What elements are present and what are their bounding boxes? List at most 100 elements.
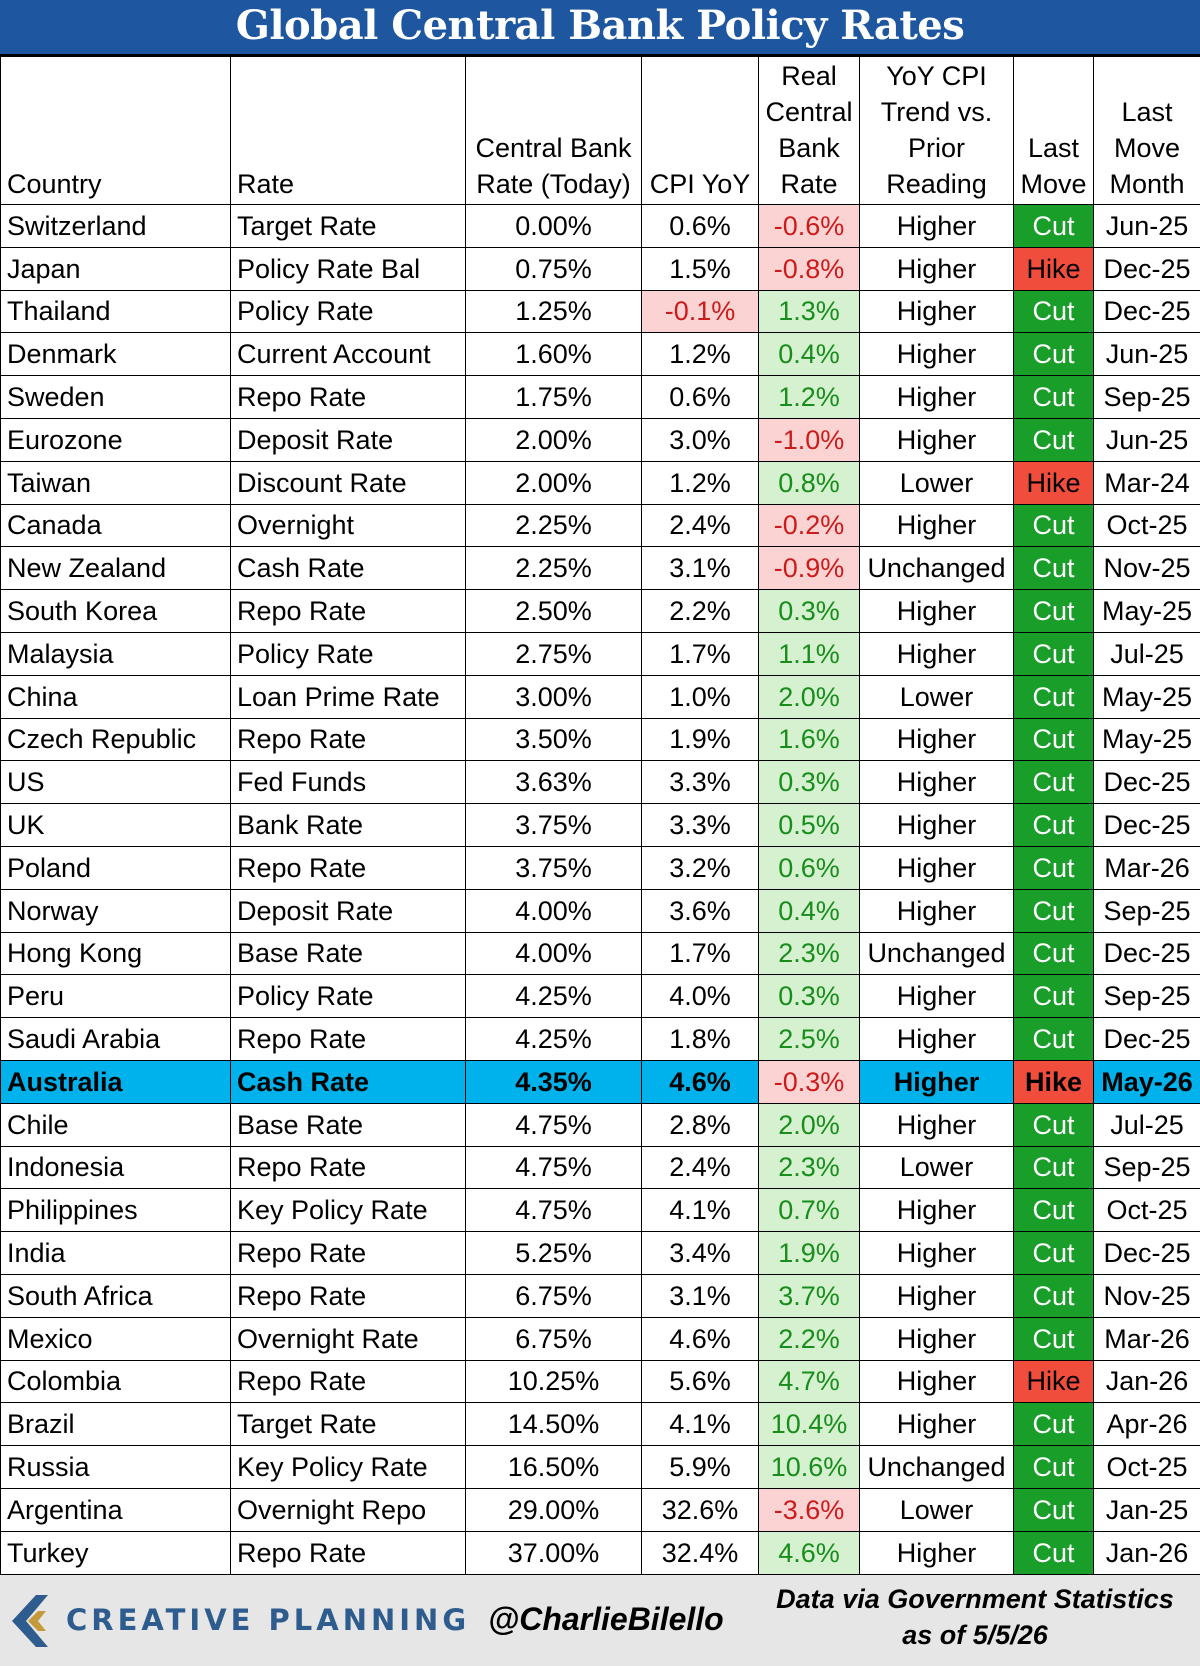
rate-name-cell: Bank Rate bbox=[230, 803, 466, 847]
country-cell: South Africa bbox=[0, 1273, 231, 1318]
last-move-cell: Cut bbox=[1013, 931, 1094, 976]
last-move-month-cell: May-25 bbox=[1093, 717, 1200, 762]
table-row: Australia Cash Rate 4.35% 4.6% -0.3% Higher Hi… bbox=[0, 1059, 1200, 1104]
cpi-yoy-cell: 4.6% bbox=[641, 1059, 759, 1104]
rate-name-cell: Current Account bbox=[230, 332, 466, 377]
country-cell: Eurozone bbox=[0, 417, 231, 462]
cpi-trend-cell: Higher bbox=[859, 417, 1014, 462]
central-bank-rate-cell: 2.25% bbox=[465, 503, 642, 548]
cpi-yoy-cell: 1.9% bbox=[641, 717, 759, 762]
table-row: Philippines Key Policy Rate 4.75% 4.1% 0.7% H… bbox=[0, 1188, 1200, 1233]
country-cell: Norway bbox=[0, 888, 231, 933]
table-row: Japan Policy Rate Bal 0.75% 1.5% -0.8% Higher… bbox=[0, 246, 1200, 291]
table-row: Sweden Repo Rate 1.75% 0.6% 1.2% Higher Cut Sep… bbox=[0, 375, 1200, 419]
last-move-cell: Cut bbox=[1013, 1017, 1094, 1061]
last-move-month-cell: Dec-25 bbox=[1093, 803, 1200, 847]
real-rate-cell: 0.4% bbox=[758, 332, 860, 377]
country-cell: Australia bbox=[0, 1059, 231, 1104]
real-rate-cell: 0.8% bbox=[758, 460, 860, 505]
cpi-trend-cell: Higher bbox=[859, 760, 1014, 805]
rate-name-cell: Policy Rate Bal bbox=[230, 246, 466, 291]
real-rate-cell: 2.3% bbox=[758, 1145, 860, 1190]
footer: CREATIVE PLANNING @CharlieBilello Data v… bbox=[0, 1574, 1200, 1666]
central-bank-rate-cell: 4.25% bbox=[465, 1017, 642, 1061]
last-move-cell: Cut bbox=[1013, 1145, 1094, 1190]
table-row: Norway Deposit Rate 4.00% 3.6% 0.4% Higher Cut… bbox=[0, 888, 1200, 933]
rate-name-cell: Repo Rate bbox=[230, 1359, 466, 1404]
rate-name-cell: Target Rate bbox=[230, 1402, 466, 1447]
last-move-month-cell: Dec-25 bbox=[1093, 289, 1200, 334]
last-move-month-cell: May-25 bbox=[1093, 674, 1200, 719]
country-cell: Taiwan bbox=[0, 460, 231, 505]
source-line-1: Data via Government Statistics bbox=[776, 1584, 1174, 1614]
last-move-cell: Cut bbox=[1013, 1316, 1094, 1361]
last-move-cell: Cut bbox=[1013, 674, 1094, 719]
cpi-trend-cell: Lower bbox=[859, 674, 1014, 719]
last-move-month-cell: Oct-25 bbox=[1093, 503, 1200, 548]
last-move-month-cell: Dec-25 bbox=[1093, 1231, 1200, 1275]
real-rate-cell: 0.6% bbox=[758, 845, 860, 890]
rate-name-cell: Overnight Repo bbox=[230, 1487, 466, 1532]
table-row: Canada Overnight 2.25% 2.4% -0.2% Higher Cut Oc… bbox=[0, 503, 1200, 548]
rate-name-cell: Repo Rate bbox=[230, 845, 466, 890]
central-bank-rate-cell: 4.75% bbox=[465, 1188, 642, 1233]
rate-name-cell: Base Rate bbox=[230, 931, 466, 976]
real-rate-cell: 10.6% bbox=[758, 1445, 860, 1489]
last-move-cell: Cut bbox=[1013, 589, 1094, 633]
table-row: Poland Repo Rate 3.75% 3.2% 0.6% Higher Cut Mar… bbox=[0, 845, 1200, 890]
central-bank-rate-cell: 4.75% bbox=[465, 1102, 642, 1147]
country-cell: Japan bbox=[0, 246, 231, 291]
cpi-trend-cell: Unchanged bbox=[859, 1445, 1014, 1489]
last-move-month-cell: Oct-25 bbox=[1093, 1188, 1200, 1233]
table-row: India Repo Rate 5.25% 3.4% 1.9% Higher Cut Dec-… bbox=[0, 1231, 1200, 1275]
rate-name-cell: Policy Rate bbox=[230, 289, 466, 334]
last-move-cell: Hike bbox=[1013, 246, 1094, 291]
table-row: Chile Base Rate 4.75% 2.8% 2.0% Higher Cut Jul-… bbox=[0, 1102, 1200, 1147]
rate-name-cell: Discount Rate bbox=[230, 460, 466, 505]
central-bank-rate-cell: 6.75% bbox=[465, 1316, 642, 1361]
central-bank-rate-cell: 0.75% bbox=[465, 246, 642, 291]
last-move-month-cell: Dec-25 bbox=[1093, 246, 1200, 291]
rate-name-cell: Repo Rate bbox=[230, 1530, 466, 1575]
country-cell: Hong Kong bbox=[0, 931, 231, 976]
cpi-yoy-cell: 2.4% bbox=[641, 1145, 759, 1190]
chart-title: Global Central Bank Policy Rates bbox=[0, 0, 1200, 56]
last-move-month-cell: Dec-25 bbox=[1093, 1017, 1200, 1061]
author-handle: @CharlieBilello bbox=[488, 1601, 724, 1637]
last-move-month-cell: Oct-25 bbox=[1093, 1445, 1200, 1489]
country-cell: Argentina bbox=[0, 1487, 231, 1532]
country-cell: New Zealand bbox=[0, 546, 231, 591]
cpi-trend-cell: Higher bbox=[859, 888, 1014, 933]
logo-wordmark: CREATIVE PLANNING bbox=[66, 1603, 471, 1637]
last-move-month-cell: Jul-25 bbox=[1093, 631, 1200, 676]
rate-name-cell: Fed Funds bbox=[230, 760, 466, 805]
rate-name-cell: Cash Rate bbox=[230, 546, 466, 591]
cpi-trend-cell: Higher bbox=[859, 589, 1014, 633]
column-header: YoY CPI Trend vs. Prior Reading bbox=[859, 56, 1014, 205]
rate-name-cell: Deposit Rate bbox=[230, 417, 466, 462]
table-row: Brazil Target Rate 14.50% 4.1% 10.4% Higher Cu… bbox=[0, 1402, 1200, 1447]
central-bank-rate-cell: 14.50% bbox=[465, 1402, 642, 1447]
cpi-trend-cell: Higher bbox=[859, 845, 1014, 890]
country-cell: Indonesia bbox=[0, 1145, 231, 1190]
last-move-month-cell: Sep-25 bbox=[1093, 375, 1200, 419]
table-row: Indonesia Repo Rate 4.75% 2.4% 2.3% Lower Cut S… bbox=[0, 1145, 1200, 1190]
country-cell: Switzerland bbox=[0, 204, 231, 248]
central-bank-rate-cell: 4.00% bbox=[465, 931, 642, 976]
last-move-month-cell: Dec-25 bbox=[1093, 931, 1200, 976]
real-rate-cell: 1.3% bbox=[758, 289, 860, 334]
real-rate-cell: 2.0% bbox=[758, 674, 860, 719]
table-row: Mexico Overnight Rate 6.75% 4.6% 2.2% Higher C… bbox=[0, 1316, 1200, 1361]
country-cell: Turkey bbox=[0, 1530, 231, 1575]
cpi-trend-cell: Higher bbox=[859, 375, 1014, 419]
last-move-month-cell: Jul-25 bbox=[1093, 1102, 1200, 1147]
last-move-cell: Cut bbox=[1013, 204, 1094, 248]
cpi-trend-cell: Higher bbox=[859, 1316, 1014, 1361]
table-row: Argentina Overnight Repo 29.00% 32.6% -3.6% L… bbox=[0, 1487, 1200, 1532]
central-bank-rate-cell: 16.50% bbox=[465, 1445, 642, 1489]
last-move-cell: Hike bbox=[1013, 1359, 1094, 1404]
source-note: Data via Government Statistics as of 5/5… bbox=[760, 1581, 1190, 1653]
table-row: China Loan Prime Rate 3.00% 1.0% 2.0% Lower Cu… bbox=[0, 674, 1200, 719]
real-rate-cell: 2.5% bbox=[758, 1017, 860, 1061]
rate-name-cell: Repo Rate bbox=[230, 717, 466, 762]
